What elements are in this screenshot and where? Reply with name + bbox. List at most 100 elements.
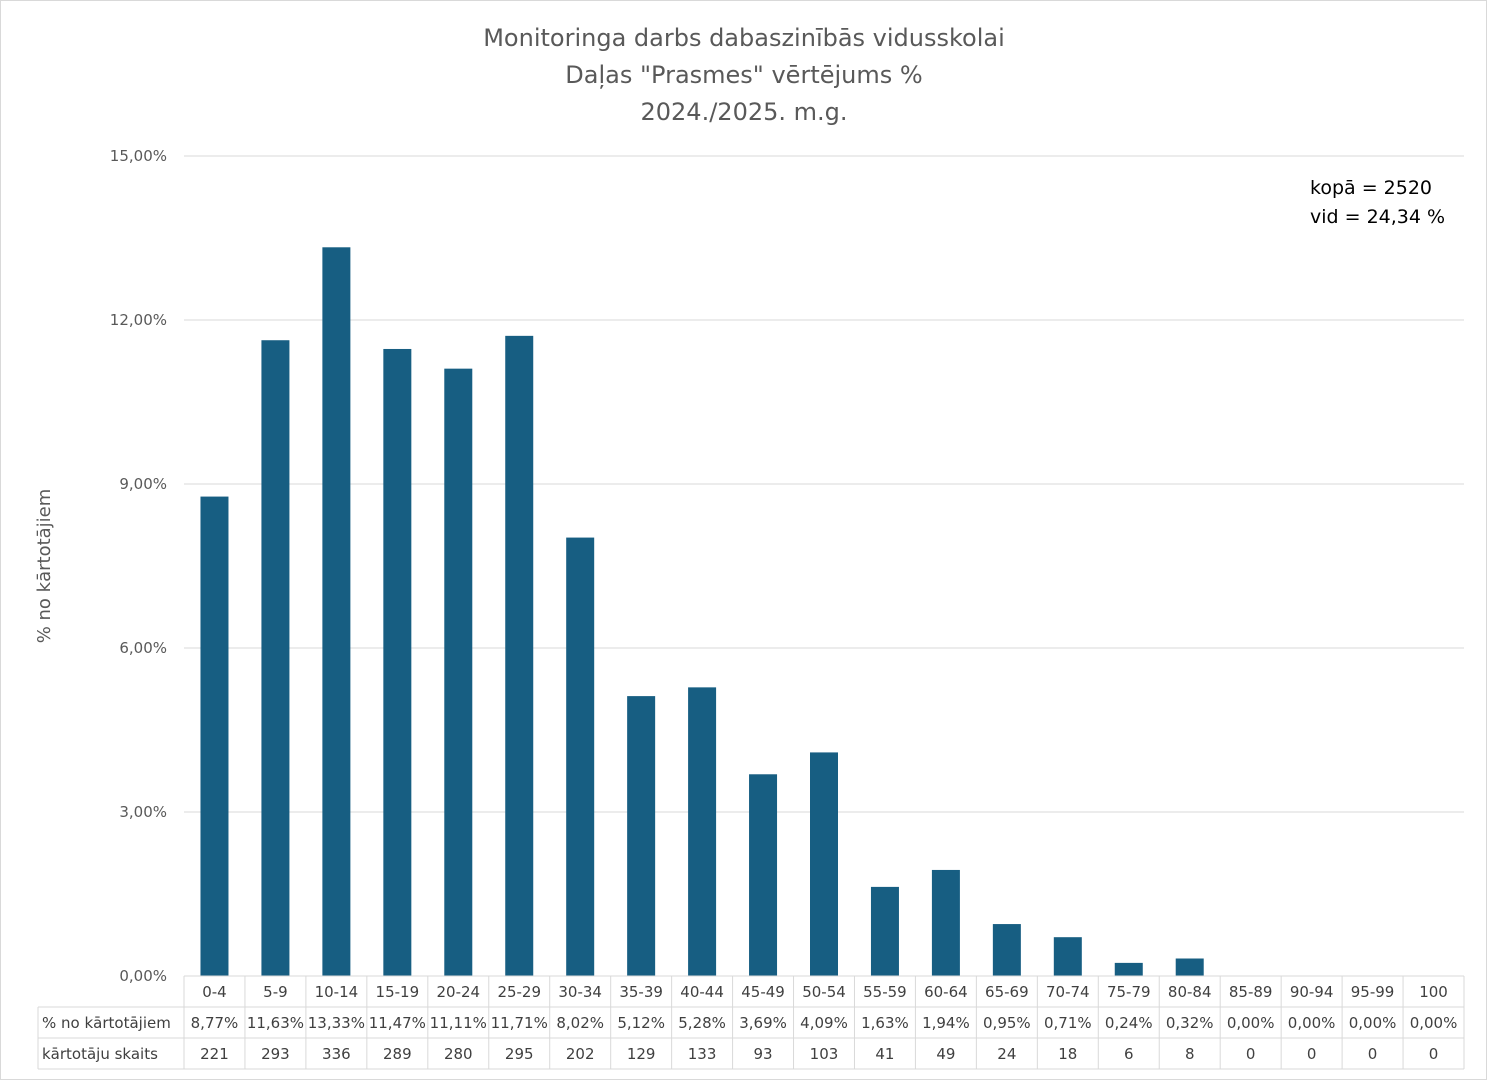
y-axis-ticks: 0,00% 3,00% 6,00% 9,00% 12,00% 15,00% <box>110 147 167 985</box>
y-tick-label: 15,00% <box>110 147 167 165</box>
table-cell: 295 <box>505 1045 534 1063</box>
x-tick-label: 20-24 <box>436 983 480 1001</box>
table-cell: 0 <box>1429 1045 1439 1063</box>
bar <box>627 696 656 976</box>
x-tick-label: 5-9 <box>263 983 288 1001</box>
bar <box>1053 937 1082 976</box>
x-tick-label: 45-49 <box>741 983 785 1001</box>
bar <box>688 687 717 976</box>
table-cell: 0 <box>1368 1045 1378 1063</box>
x-tick-label: 40-44 <box>680 983 724 1001</box>
y-tick-label: 3,00% <box>119 803 167 821</box>
table-cell: 293 <box>261 1045 290 1063</box>
data-table: 0-4 5-9 10-14 15-19 20-24 25-29 30-34 35-39 40-4… <box>37 975 1465 1070</box>
x-tick-label: 95-99 <box>1351 983 1395 1001</box>
bar <box>444 368 473 976</box>
table-cell: 93 <box>754 1045 773 1063</box>
annotation-average: vid = 24,34 % <box>1310 206 1445 228</box>
chart-title-line-3: 2024./2025. m.g. <box>641 98 848 126</box>
bar <box>870 886 899 976</box>
table-cell: 8,02% <box>556 1014 604 1032</box>
bar <box>322 247 351 976</box>
x-tick-label: 90-94 <box>1290 983 1334 1001</box>
x-tick-label: 65-69 <box>985 983 1029 1001</box>
table-cell: 0,00% <box>1288 1014 1336 1032</box>
table-cell: 4,09% <box>800 1014 848 1032</box>
table-cell: 336 <box>322 1045 351 1063</box>
table-cell: 0,00% <box>1349 1014 1397 1032</box>
bar <box>505 335 534 976</box>
table-cell: 0,24% <box>1105 1014 1153 1032</box>
bar <box>810 752 838 976</box>
x-tick-label: 70-74 <box>1046 983 1090 1001</box>
table-cell: 202 <box>566 1045 595 1063</box>
table-cell: 0,95% <box>983 1014 1031 1032</box>
table-cell: 11,47% <box>369 1014 426 1032</box>
x-tick-label: 25-29 <box>497 983 541 1001</box>
x-tick-label: 10-14 <box>315 983 359 1001</box>
bar <box>931 869 960 976</box>
table-cell: 103 <box>810 1045 839 1063</box>
table-cell: 129 <box>627 1045 656 1063</box>
summary-annotation: kopā = 2520 vid = 24,34 % <box>1310 177 1445 228</box>
x-tick-label: 75-79 <box>1107 983 1151 1001</box>
table-cell: 18 <box>1058 1045 1077 1063</box>
table-cell: 0 <box>1246 1045 1256 1063</box>
bars <box>200 247 1204 976</box>
chart-title-line-2: Daļas "Prasmes" vērtējums % <box>565 61 922 89</box>
table-cell: 289 <box>383 1045 412 1063</box>
y-tick-label: 12,00% <box>110 311 167 329</box>
bar <box>200 496 229 976</box>
x-tick-label: 0-4 <box>202 983 227 1001</box>
table-cell: 11,71% <box>491 1014 548 1032</box>
x-tick-label: 80-84 <box>1168 983 1212 1001</box>
y-axis-title: % no kārtotājiem <box>34 489 55 644</box>
bar <box>383 348 412 976</box>
x-tick-label: 35-39 <box>619 983 663 1001</box>
bar <box>566 537 595 976</box>
table-cell: 0,00% <box>1227 1014 1275 1032</box>
table-cell: 5,12% <box>617 1014 665 1032</box>
table-cell: 11,63% <box>247 1014 304 1032</box>
table-cell: 0,32% <box>1166 1014 1214 1032</box>
y-tick-label: 0,00% <box>119 967 167 985</box>
bar <box>992 924 1021 976</box>
table-cell: 5,28% <box>678 1014 726 1032</box>
table-cell: 221 <box>200 1045 229 1063</box>
table-cell: 8,77% <box>191 1014 239 1032</box>
table-row-label: % no kārtotājiem <box>42 1014 171 1032</box>
table-cell: 0,00% <box>1410 1014 1458 1032</box>
chart-title: Monitoringa darbs dabaszinībās vidusskol… <box>483 24 1005 126</box>
table-cell: 0 <box>1307 1045 1317 1063</box>
table-row-label: kārtotāju skaits <box>42 1045 158 1063</box>
bar <box>1175 958 1204 976</box>
table-cell: 1,63% <box>861 1014 909 1032</box>
table-cell: 0,71% <box>1044 1014 1092 1032</box>
x-tick-label: 50-54 <box>802 983 846 1001</box>
bar <box>1114 962 1143 976</box>
x-tick-label: 55-59 <box>863 983 907 1001</box>
x-tick-label: 60-64 <box>924 983 968 1001</box>
table-cell: 13,33% <box>308 1014 365 1032</box>
x-tick-label: 30-34 <box>558 983 602 1001</box>
table-cell: 8 <box>1185 1045 1195 1063</box>
x-tick-label: 100 <box>1419 983 1448 1001</box>
table-cell: 24 <box>997 1045 1016 1063</box>
table-cell: 1,94% <box>922 1014 970 1032</box>
chart-title-line-1: Monitoringa darbs dabaszinībās vidusskol… <box>483 24 1005 52</box>
table-cell: 133 <box>688 1045 717 1063</box>
x-tick-label: 15-19 <box>376 983 420 1001</box>
bar <box>749 774 778 976</box>
table-cell: 280 <box>444 1045 473 1063</box>
x-tick-label: 85-89 <box>1229 983 1273 1001</box>
table-cell: 41 <box>875 1045 894 1063</box>
y-tick-label: 6,00% <box>119 639 167 657</box>
table-cell: 6 <box>1124 1045 1134 1063</box>
table-cell: 3,69% <box>739 1014 787 1032</box>
y-tick-label: 9,00% <box>119 475 167 493</box>
table-cell: 11,11% <box>430 1014 487 1032</box>
table-cell: 49 <box>936 1045 955 1063</box>
annotation-total: kopā = 2520 <box>1310 177 1432 199</box>
